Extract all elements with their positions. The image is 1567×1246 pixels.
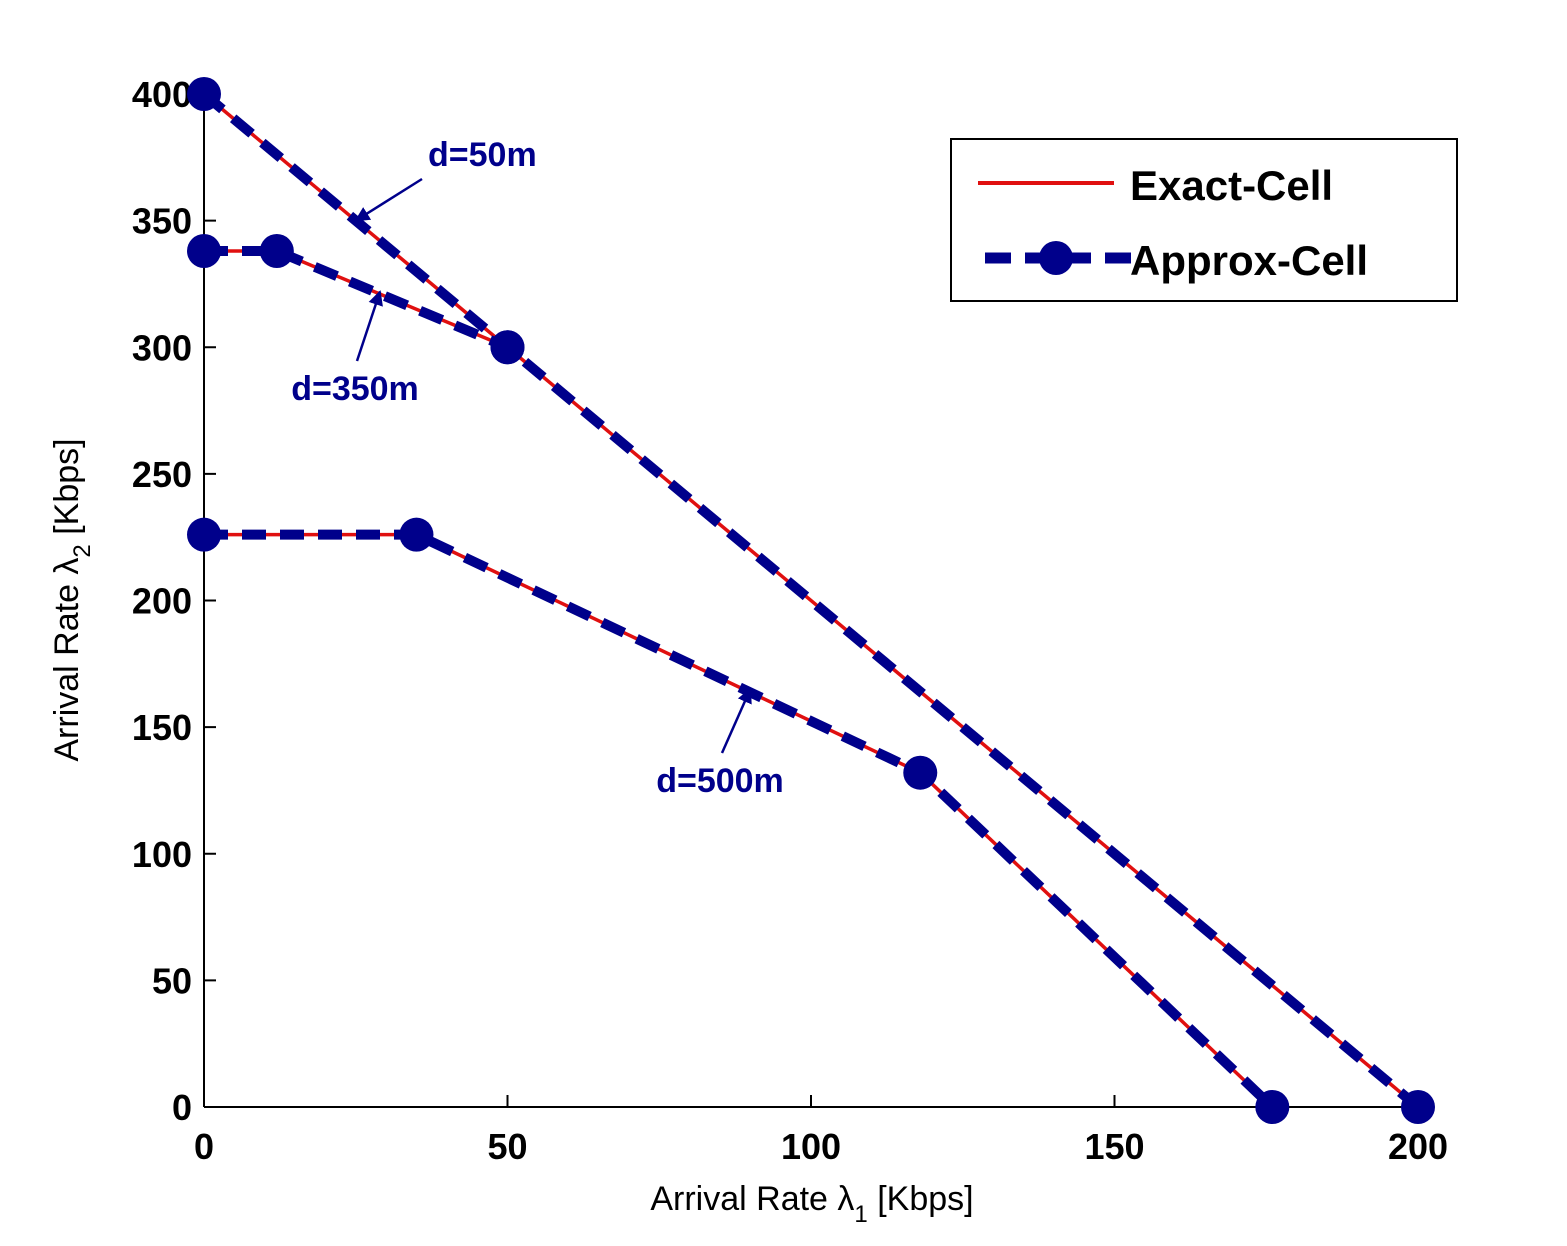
series-layer: [187, 77, 1435, 1124]
x-axis-label: Arrival Rate λ1 [Kbps]: [650, 1180, 973, 1228]
data-point-approx-cell-d50m: [1401, 1090, 1435, 1124]
y-tick-label: 150: [132, 707, 192, 748]
legend-label-approx: Approx-Cell: [1130, 237, 1368, 284]
data-point-approx-cell-d350m: [187, 234, 221, 269]
y-tick-label: 50: [152, 960, 192, 1001]
annotations: d=50m d=350m d=500m: [291, 136, 784, 800]
y-tick-label: 100: [132, 834, 192, 875]
x-tick-label: 100: [781, 1126, 841, 1167]
legend-box: [950, 138, 1458, 302]
y-axis-label: Arrival Rate λ2 [Kbps]: [48, 438, 96, 761]
annotation-arrow: [354, 177, 423, 222]
data-point-approx-cell-d500m: [187, 517, 221, 552]
data-point-approx-cell-d350m: [490, 330, 525, 365]
x-axis-label-sub: 1: [854, 1201, 867, 1228]
x-tick-label: 0: [194, 1126, 214, 1167]
annotation-arrow: [720, 687, 752, 754]
y-tick-label: 0: [172, 1087, 192, 1128]
data-point-approx-cell-d500m: [903, 755, 938, 790]
series-line-exact-cell-d500m: [204, 532, 1274, 1109]
y-axis-label-main: Arrival Rate λ: [48, 558, 86, 762]
annotation-label: d=350m: [291, 370, 419, 408]
annotation-label: d=500m: [656, 762, 784, 800]
x-tick-label: 200: [1388, 1126, 1448, 1167]
y-tick-label: 350: [132, 201, 192, 242]
x-tick-label: 150: [1084, 1126, 1144, 1167]
x-axis-label-main: Arrival Rate λ: [650, 1180, 854, 1218]
data-point-approx-cell-d50m: [187, 77, 221, 111]
legend-marker-approx: [1039, 241, 1073, 275]
y-tick-label: 300: [132, 327, 192, 368]
y-axis-label-units: [Kbps]: [48, 438, 86, 544]
y-tick-label: 200: [132, 581, 192, 622]
y-tick-label: 250: [132, 454, 192, 495]
x-axis-label-units: [Kbps]: [868, 1180, 974, 1218]
series-line-approx-cell-d500m: [204, 529, 1276, 1111]
x-tick-label: 50: [487, 1126, 527, 1167]
data-point-approx-cell-d500m: [1255, 1090, 1290, 1124]
y-axis-label-sub: 2: [69, 544, 96, 557]
legend-label-exact: Exact-Cell: [1130, 162, 1333, 209]
axes: 0 50 100 150 200 0 50 100 150 200 250 300 350 400: [132, 74, 1448, 1167]
legend: Exact-Cell Approx-Cell: [950, 138, 1458, 302]
data-point-approx-cell-d350m: [259, 234, 294, 269]
annotation-label: d=50m: [428, 136, 537, 174]
series-line-approx-cell-d350m: [204, 246, 510, 352]
data-point-approx-cell-d500m: [399, 517, 434, 552]
y-tick-label: 400: [132, 74, 192, 115]
annotation-arrow: [355, 290, 383, 362]
